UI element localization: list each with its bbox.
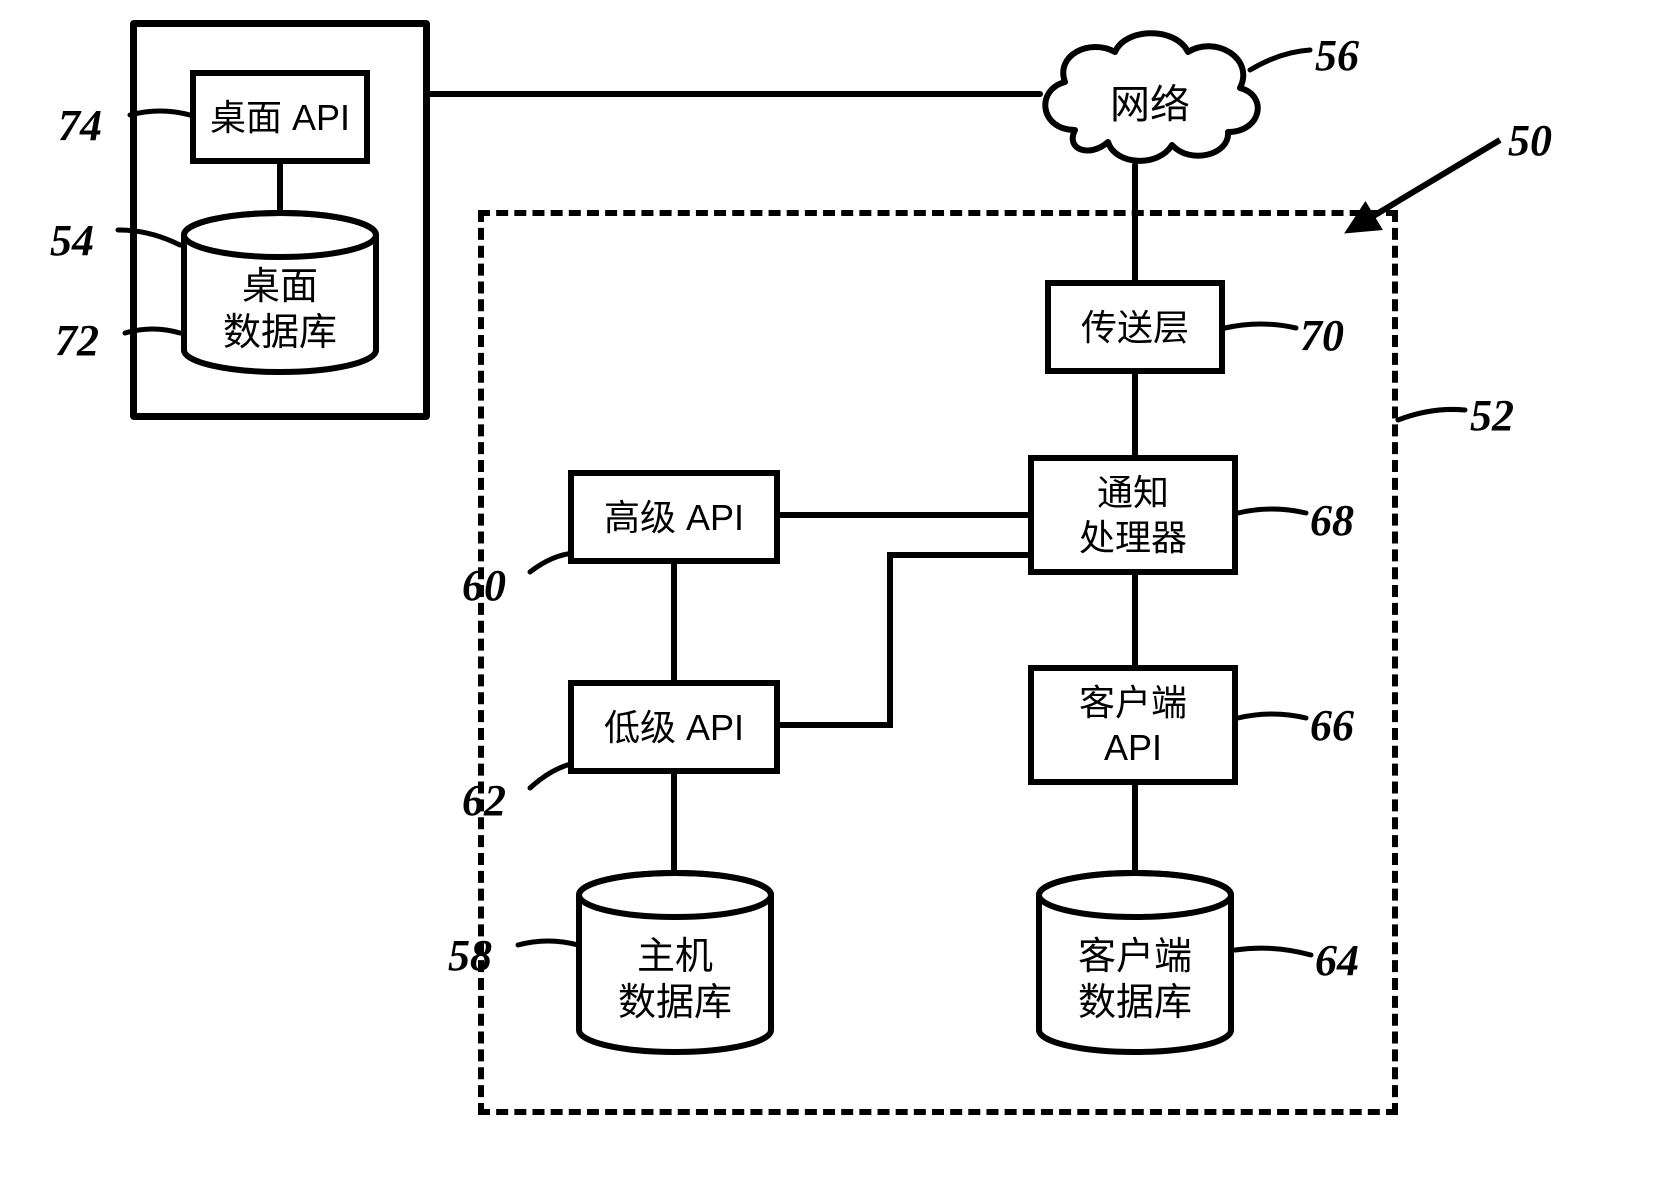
node-label-line1: 客户端 <box>1079 680 1187 725</box>
db-label-line1: 客户端 <box>1035 935 1235 981</box>
ref-54: 54 <box>50 215 94 266</box>
node-label: 低级 API <box>604 705 744 750</box>
cloud-label: 网络 <box>1110 83 1190 127</box>
ref-60: 60 <box>462 560 506 611</box>
ref-58: 58 <box>448 930 492 981</box>
ref-66: 66 <box>1310 700 1354 751</box>
ref-50: 50 <box>1508 115 1552 166</box>
node-high-api: 高级 API <box>568 470 780 564</box>
db-host: 主机 数据库 <box>575 870 775 1050</box>
ref-62: 62 <box>462 775 506 826</box>
ref-74: 74 <box>58 100 102 151</box>
db-label-line2: 数据库 <box>1035 981 1235 1027</box>
ref-70: 70 <box>1300 310 1344 361</box>
db-label-line1: 主机 <box>575 935 775 981</box>
diagram-canvas: 桌面 API 传送层 高级 API 通知 处理器 低级 API 客户端 API … <box>0 0 1677 1187</box>
db-client: 客户端 数据库 <box>1035 870 1235 1050</box>
db-label-line1: 桌面 <box>180 265 380 311</box>
node-transport-layer: 传送层 <box>1045 280 1225 374</box>
node-label-line2: API <box>1104 725 1162 770</box>
node-label: 高级 API <box>604 495 744 540</box>
node-notify-processor: 通知 处理器 <box>1028 455 1238 575</box>
node-label: 桌面 API <box>210 95 350 140</box>
ref-56: 56 <box>1315 30 1359 81</box>
node-desktop-api: 桌面 API <box>190 70 370 164</box>
node-label-line2: 处理器 <box>1079 515 1187 560</box>
ref-68: 68 <box>1310 495 1354 546</box>
ref-52: 52 <box>1470 390 1514 441</box>
db-label-line2: 数据库 <box>575 981 775 1027</box>
db-desktop: 桌面 数据库 <box>180 210 380 370</box>
ref-64: 64 <box>1315 935 1359 986</box>
db-label-line2: 数据库 <box>180 311 380 357</box>
node-client-api: 客户端 API <box>1028 665 1238 785</box>
node-low-api: 低级 API <box>568 680 780 774</box>
ref-72: 72 <box>55 315 99 366</box>
node-label: 传送层 <box>1081 305 1189 350</box>
cloud-network: 网络 <box>1030 20 1270 185</box>
node-label-line1: 通知 <box>1097 470 1169 515</box>
